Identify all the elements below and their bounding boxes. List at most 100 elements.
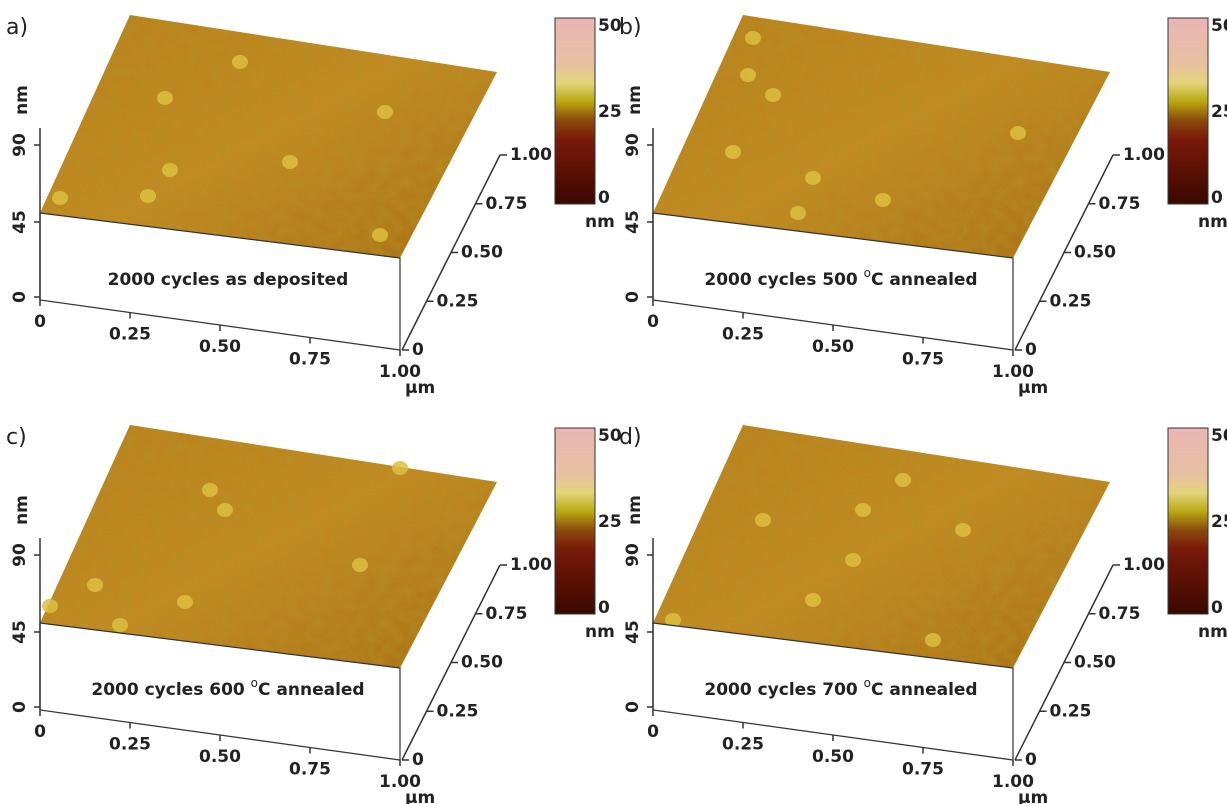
grain-bump xyxy=(112,618,128,632)
grain-bump xyxy=(845,553,861,567)
x-tick-label: 1.00 xyxy=(379,362,421,382)
panel-label: d) xyxy=(619,425,642,450)
z-axis-title: nm xyxy=(12,495,32,525)
y-tick-label: 0 xyxy=(412,750,424,770)
grain-bump xyxy=(895,473,911,487)
caption-part: 2000 cycles 600 xyxy=(91,680,250,700)
z-tick-label: 90 xyxy=(10,133,30,157)
y-tick-label: 0.75 xyxy=(486,194,528,214)
x-tick-label: 0.50 xyxy=(812,747,854,767)
colorbar-unit: nm xyxy=(1198,212,1227,232)
y-tick-label: 1.00 xyxy=(1123,555,1165,575)
x-tick-label: 0.25 xyxy=(722,325,764,345)
panel: c)nm9045000.250.500.751.00µm00.250.500.7… xyxy=(6,425,622,804)
y-tick-label: 1.00 xyxy=(1123,145,1165,165)
y-tick-label: 0.75 xyxy=(1099,194,1141,214)
colorbar-tick-label: 50 xyxy=(1211,426,1227,446)
grain-bump xyxy=(157,91,173,105)
grain-bump xyxy=(1010,126,1026,140)
z-tick-label: 90 xyxy=(623,543,643,567)
caption-part: 2000 cycles as deposited xyxy=(108,270,349,290)
panel-label: c) xyxy=(6,425,27,450)
colorbar-tick-label: 0 xyxy=(598,188,610,208)
grain-bump xyxy=(790,206,806,220)
surface-texture xyxy=(653,425,1110,668)
caption: 2000 cycles 500 oC annealed xyxy=(704,266,977,291)
x-axis-unit: µm xyxy=(1018,788,1048,804)
caption-part: C annealed xyxy=(258,680,365,700)
y-tick-label: 0.25 xyxy=(1050,701,1092,721)
colorbar-tick-label: 0 xyxy=(598,598,610,618)
colorbar-tick-label: 25 xyxy=(598,512,622,532)
x-axis-unit: µm xyxy=(405,378,435,398)
grain-bump xyxy=(202,483,218,497)
colorbar-tick-label: 25 xyxy=(1211,512,1227,532)
grain-bump xyxy=(232,55,248,69)
y-tick-label: 0.50 xyxy=(1074,653,1116,673)
z-tick-label: 45 xyxy=(623,620,643,644)
z-axis-title: nm xyxy=(12,85,32,115)
x-tick-label: 0.75 xyxy=(289,760,331,780)
y-tick-label: 0 xyxy=(1025,750,1037,770)
colorbar xyxy=(1167,17,1209,205)
grain-bump xyxy=(177,595,193,609)
colorbar xyxy=(554,427,596,615)
grain-bump xyxy=(725,145,741,159)
panel: b)nm9045000.250.500.751.00µm00.250.500.7… xyxy=(619,15,1227,398)
grain-bump xyxy=(392,461,408,475)
panel: d)nm9045000.250.500.751.00µm00.250.500.7… xyxy=(619,425,1227,804)
x-tick-label: 0.25 xyxy=(722,735,764,755)
grain-bump xyxy=(52,191,68,205)
x-tick-label: 0 xyxy=(34,312,46,332)
colorbar-unit: nm xyxy=(585,622,615,642)
grain-bump xyxy=(282,155,298,169)
colorbar xyxy=(554,17,596,205)
grain-bump xyxy=(765,88,781,102)
x-tick-label: 0.75 xyxy=(902,760,944,780)
y-tick-label: 0 xyxy=(1025,340,1037,360)
grain-bump xyxy=(665,613,681,627)
x-tick-label: 1.00 xyxy=(992,362,1034,382)
caption: 2000 cycles 600 oC annealed xyxy=(91,676,364,701)
grain-bump xyxy=(740,68,756,82)
grain-bump xyxy=(87,578,103,592)
grain-bump xyxy=(925,633,941,647)
grain-bump xyxy=(162,163,178,177)
grain-bump xyxy=(855,503,871,517)
y-tick-label: 0 xyxy=(412,340,424,360)
z-tick-label: 45 xyxy=(10,620,30,644)
z-axis-title: nm xyxy=(625,495,645,525)
z-tick-label: 0 xyxy=(10,291,30,303)
x-tick-label: 0.75 xyxy=(289,350,331,370)
x-tick-label: 0 xyxy=(34,722,46,742)
z-tick-label: 90 xyxy=(623,133,643,157)
caption-part: 2000 cycles 500 xyxy=(704,270,863,290)
y-tick-label: 0.25 xyxy=(437,291,479,311)
x-tick-label: 0.25 xyxy=(109,735,151,755)
y-tick-label: 0.50 xyxy=(461,243,503,263)
x-tick-label: 0.25 xyxy=(109,325,151,345)
x-tick-label: 1.00 xyxy=(992,772,1034,792)
caption: 2000 cycles 700 oC annealed xyxy=(704,676,977,701)
colorbar-tick-label: 50 xyxy=(1211,16,1227,36)
y-tick-label: 0.50 xyxy=(461,653,503,673)
panel-label: a) xyxy=(6,15,28,40)
grain-bump xyxy=(805,171,821,185)
x-axis-unit: µm xyxy=(405,788,435,804)
caption-part: o xyxy=(251,676,258,690)
colorbar xyxy=(1167,427,1209,615)
colorbar-tick-label: 0 xyxy=(1211,598,1223,618)
surface-texture xyxy=(40,425,497,668)
grain-bump xyxy=(875,193,891,207)
colorbar-tick-label: 50 xyxy=(598,16,622,36)
panel-label: b) xyxy=(619,15,642,40)
y-tick-label: 0.25 xyxy=(1050,291,1092,311)
z-tick-label: 0 xyxy=(623,701,643,713)
z-tick-label: 0 xyxy=(623,291,643,303)
x-tick-label: 1.00 xyxy=(379,772,421,792)
panel: a)nm9045000.250.500.751.00µm00.250.500.7… xyxy=(6,15,622,398)
x-tick-label: 0.50 xyxy=(199,747,241,767)
z-tick-label: 0 xyxy=(10,701,30,713)
z-tick-label: 45 xyxy=(623,210,643,234)
